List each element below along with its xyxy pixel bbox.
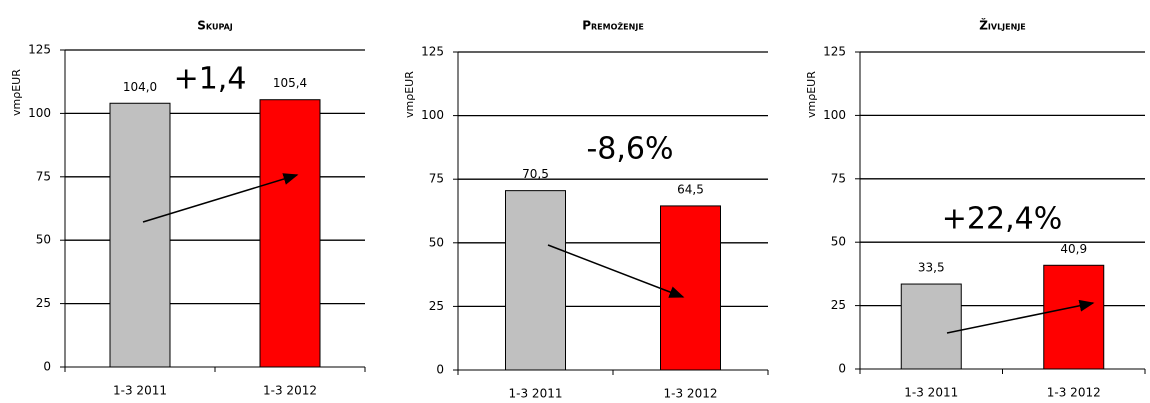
arrow xyxy=(946,299,1095,334)
y-tick-label: 50 xyxy=(429,235,444,249)
x-tick-label: 1-3 2011 xyxy=(509,387,563,401)
y-tick-label: 100 xyxy=(823,108,846,122)
arrow xyxy=(142,173,299,223)
y-tick-label: 25 xyxy=(36,296,51,310)
x-tick-label: 1-3 2011 xyxy=(113,384,167,398)
x-tick-label: 1-3 2012 xyxy=(664,387,718,401)
arrow xyxy=(547,244,685,298)
y-tick-label: 100 xyxy=(421,108,444,122)
bar xyxy=(259,99,321,368)
annotation: -8,6% xyxy=(586,132,673,167)
chart-title: Življenje xyxy=(979,18,1026,33)
y-tick-label: 25 xyxy=(429,299,444,313)
y-tick-label: 25 xyxy=(831,298,846,312)
y-axis-label: vmρEUR xyxy=(10,69,23,116)
y-tick-label: 0 xyxy=(43,360,51,374)
y-tick-label: 75 xyxy=(831,171,846,185)
y-tick-label: 125 xyxy=(28,43,51,57)
bar xyxy=(1043,264,1105,370)
y-tick-label: 50 xyxy=(831,235,846,249)
x-tick-label: 1-3 2012 xyxy=(263,384,317,398)
y-tick-label: 125 xyxy=(823,45,846,59)
value-label: 64,5 xyxy=(677,182,704,196)
bar xyxy=(900,283,962,370)
value-label: 70,5 xyxy=(522,167,549,181)
value-label: 33,5 xyxy=(918,261,945,275)
bar xyxy=(109,102,171,368)
y-tick-label: 100 xyxy=(28,106,51,120)
value-label: 40,9 xyxy=(1060,242,1087,256)
y-tick-label: 0 xyxy=(436,363,444,377)
y-tick-label: 50 xyxy=(36,233,51,247)
y-tick-label: 75 xyxy=(429,172,444,186)
bar xyxy=(505,190,566,371)
value-label: 105,4 xyxy=(273,76,307,90)
annotation: +22,4% xyxy=(942,202,1062,237)
y-tick-label: 75 xyxy=(36,169,51,183)
y-tick-label: 0 xyxy=(838,362,846,376)
chart-title: Skupaj xyxy=(197,19,233,33)
x-tick-label: 1-3 2012 xyxy=(1047,386,1101,400)
y-axis-label: vmρEUR xyxy=(805,71,818,118)
y-tick-label: 125 xyxy=(421,45,444,59)
annotation: +1,4 xyxy=(174,62,247,97)
value-label: 104,0 xyxy=(123,80,157,94)
chart-title: Premoženje xyxy=(582,19,644,33)
bar xyxy=(660,205,721,371)
y-axis-label: vmρEUR xyxy=(403,71,416,118)
x-tick-label: 1-3 2011 xyxy=(904,386,958,400)
